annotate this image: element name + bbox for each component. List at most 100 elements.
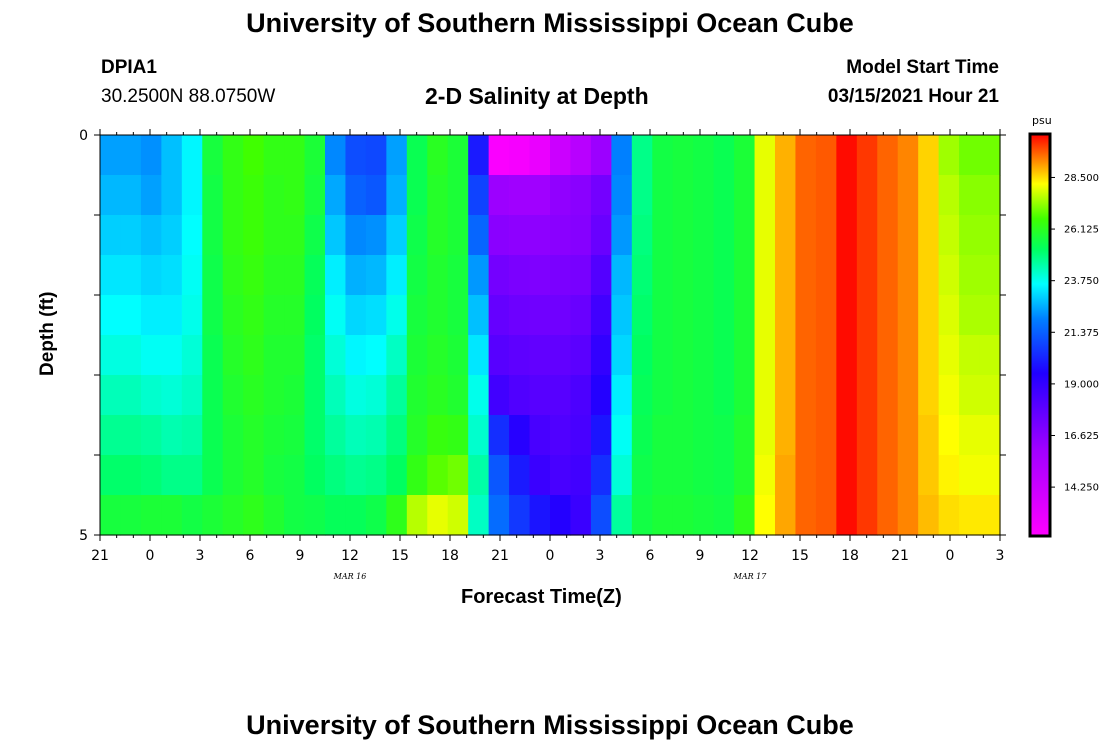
heatmap-cell [836, 375, 858, 416]
heatmap-cell [325, 415, 347, 456]
heatmap-cell [406, 335, 428, 376]
heatmap-cell [468, 375, 490, 416]
heatmap-cell [509, 135, 531, 176]
heatmap-cell [652, 135, 674, 176]
heatmap-cell [734, 455, 756, 496]
heatmap-cell [693, 295, 715, 336]
heatmap-cell [836, 335, 858, 376]
heatmap-cell [815, 215, 837, 256]
heatmap-cell [529, 175, 551, 216]
heatmap-cell [222, 455, 244, 496]
y-tick-label: 5 [79, 528, 88, 544]
heatmap-cell [222, 215, 244, 256]
heatmap-cell [570, 455, 592, 496]
heatmap-cell [979, 495, 1001, 536]
heatmap-cell [386, 295, 408, 336]
colorbar-tick-label: 19.000 [1064, 379, 1099, 390]
heatmap-cell [775, 375, 797, 416]
heatmap-cell [631, 495, 653, 536]
heatmap-cell [345, 295, 367, 336]
heatmap-cell [304, 215, 326, 256]
heatmap-cell [509, 295, 531, 336]
heatmap-cell [386, 215, 408, 256]
heatmap-cell [284, 495, 306, 536]
heatmap-cell [529, 455, 551, 496]
heatmap-cell [386, 495, 408, 536]
heatmap-cell [775, 215, 797, 256]
heatmap-cell [897, 135, 919, 176]
heatmap-cell [918, 255, 940, 296]
heatmap-cell [979, 255, 1001, 296]
heatmap-cell [120, 295, 142, 336]
heatmap-cell [140, 255, 162, 296]
bottom-title: University of Southern Mississippi Ocean… [246, 710, 854, 740]
heatmap-cell [345, 455, 367, 496]
heatmap-cell [856, 375, 878, 416]
heatmap-cell [120, 455, 142, 496]
heatmap-cell [345, 495, 367, 536]
heatmap-cell [856, 335, 878, 376]
heatmap-cell [979, 135, 1001, 176]
heatmap-cell [590, 335, 612, 376]
heatmap-cell [100, 295, 122, 336]
heatmap-cell [427, 175, 449, 216]
heatmap-cell [979, 375, 1001, 416]
heatmap-cell [325, 175, 347, 216]
heatmap-cell [734, 415, 756, 456]
heatmap-cell [140, 375, 162, 416]
heatmap-cell [202, 415, 224, 456]
heatmap-cell [447, 455, 469, 496]
heatmap-cell [611, 415, 633, 456]
colorbar: psu 28.500 26.125 23.750 21.375 19.000 16.625… [1028, 114, 1099, 538]
heatmap-cell [815, 255, 837, 296]
heatmap-cell [672, 335, 694, 376]
heatmap-cell [243, 295, 265, 336]
heatmap-cell [325, 295, 347, 336]
heatmap-cell [509, 375, 531, 416]
heatmap-cell [529, 415, 551, 456]
heatmap-cell [693, 175, 715, 216]
heatmap-cell [631, 175, 653, 216]
heatmap-cell [243, 455, 265, 496]
heatmap-cell [263, 495, 285, 536]
x-axis: 21 0 3 6 9 12 15 18 21 0 3 6 9 12 15 18 21 0 3 MAR 16 MAR 17 [91, 129, 1004, 581]
heatmap-cell [938, 215, 960, 256]
heatmap-cell [427, 295, 449, 336]
heatmap-cell [304, 135, 326, 176]
heatmap-cell [795, 215, 817, 256]
heatmap-cell [468, 215, 490, 256]
heatmap-cell [468, 255, 490, 296]
heatmap-cell [447, 175, 469, 216]
heatmap-cell [836, 255, 858, 296]
heatmap-cell [406, 135, 428, 176]
heatmap-cell [325, 375, 347, 416]
heatmap-cell [386, 255, 408, 296]
heatmap-cell [754, 375, 776, 416]
heatmap-cell [100, 255, 122, 296]
heatmap-cell [181, 455, 203, 496]
heatmap-cell [877, 295, 899, 336]
heatmap-cell [550, 255, 572, 296]
colorbar-tick-label: 23.750 [1064, 276, 1099, 287]
heatmap-cell [979, 335, 1001, 376]
heatmap-cell [529, 255, 551, 296]
heatmap-cell [181, 295, 203, 336]
heatmap-cell [877, 135, 899, 176]
x-tick-label: 18 [841, 548, 859, 564]
heatmap-cell [570, 295, 592, 336]
heatmap-cell [672, 255, 694, 296]
heatmap-cell [611, 495, 633, 536]
x-tick-label: 12 [741, 548, 759, 564]
x-tick-label: 0 [946, 548, 955, 564]
heatmap-cell [284, 175, 306, 216]
heatmap-cell [734, 295, 756, 336]
heatmap-cell [447, 135, 469, 176]
x-tick-label: 18 [441, 548, 459, 564]
heatmap-cell [775, 335, 797, 376]
heatmap-cell [181, 375, 203, 416]
colorbar-ticks: 28.500 26.125 23.750 21.375 19.000 16.625 14.2… [1050, 173, 1099, 494]
heatmap-cell [570, 415, 592, 456]
heatmap-cell [672, 415, 694, 456]
heatmap-cell [427, 375, 449, 416]
heatmap-cell [181, 175, 203, 216]
